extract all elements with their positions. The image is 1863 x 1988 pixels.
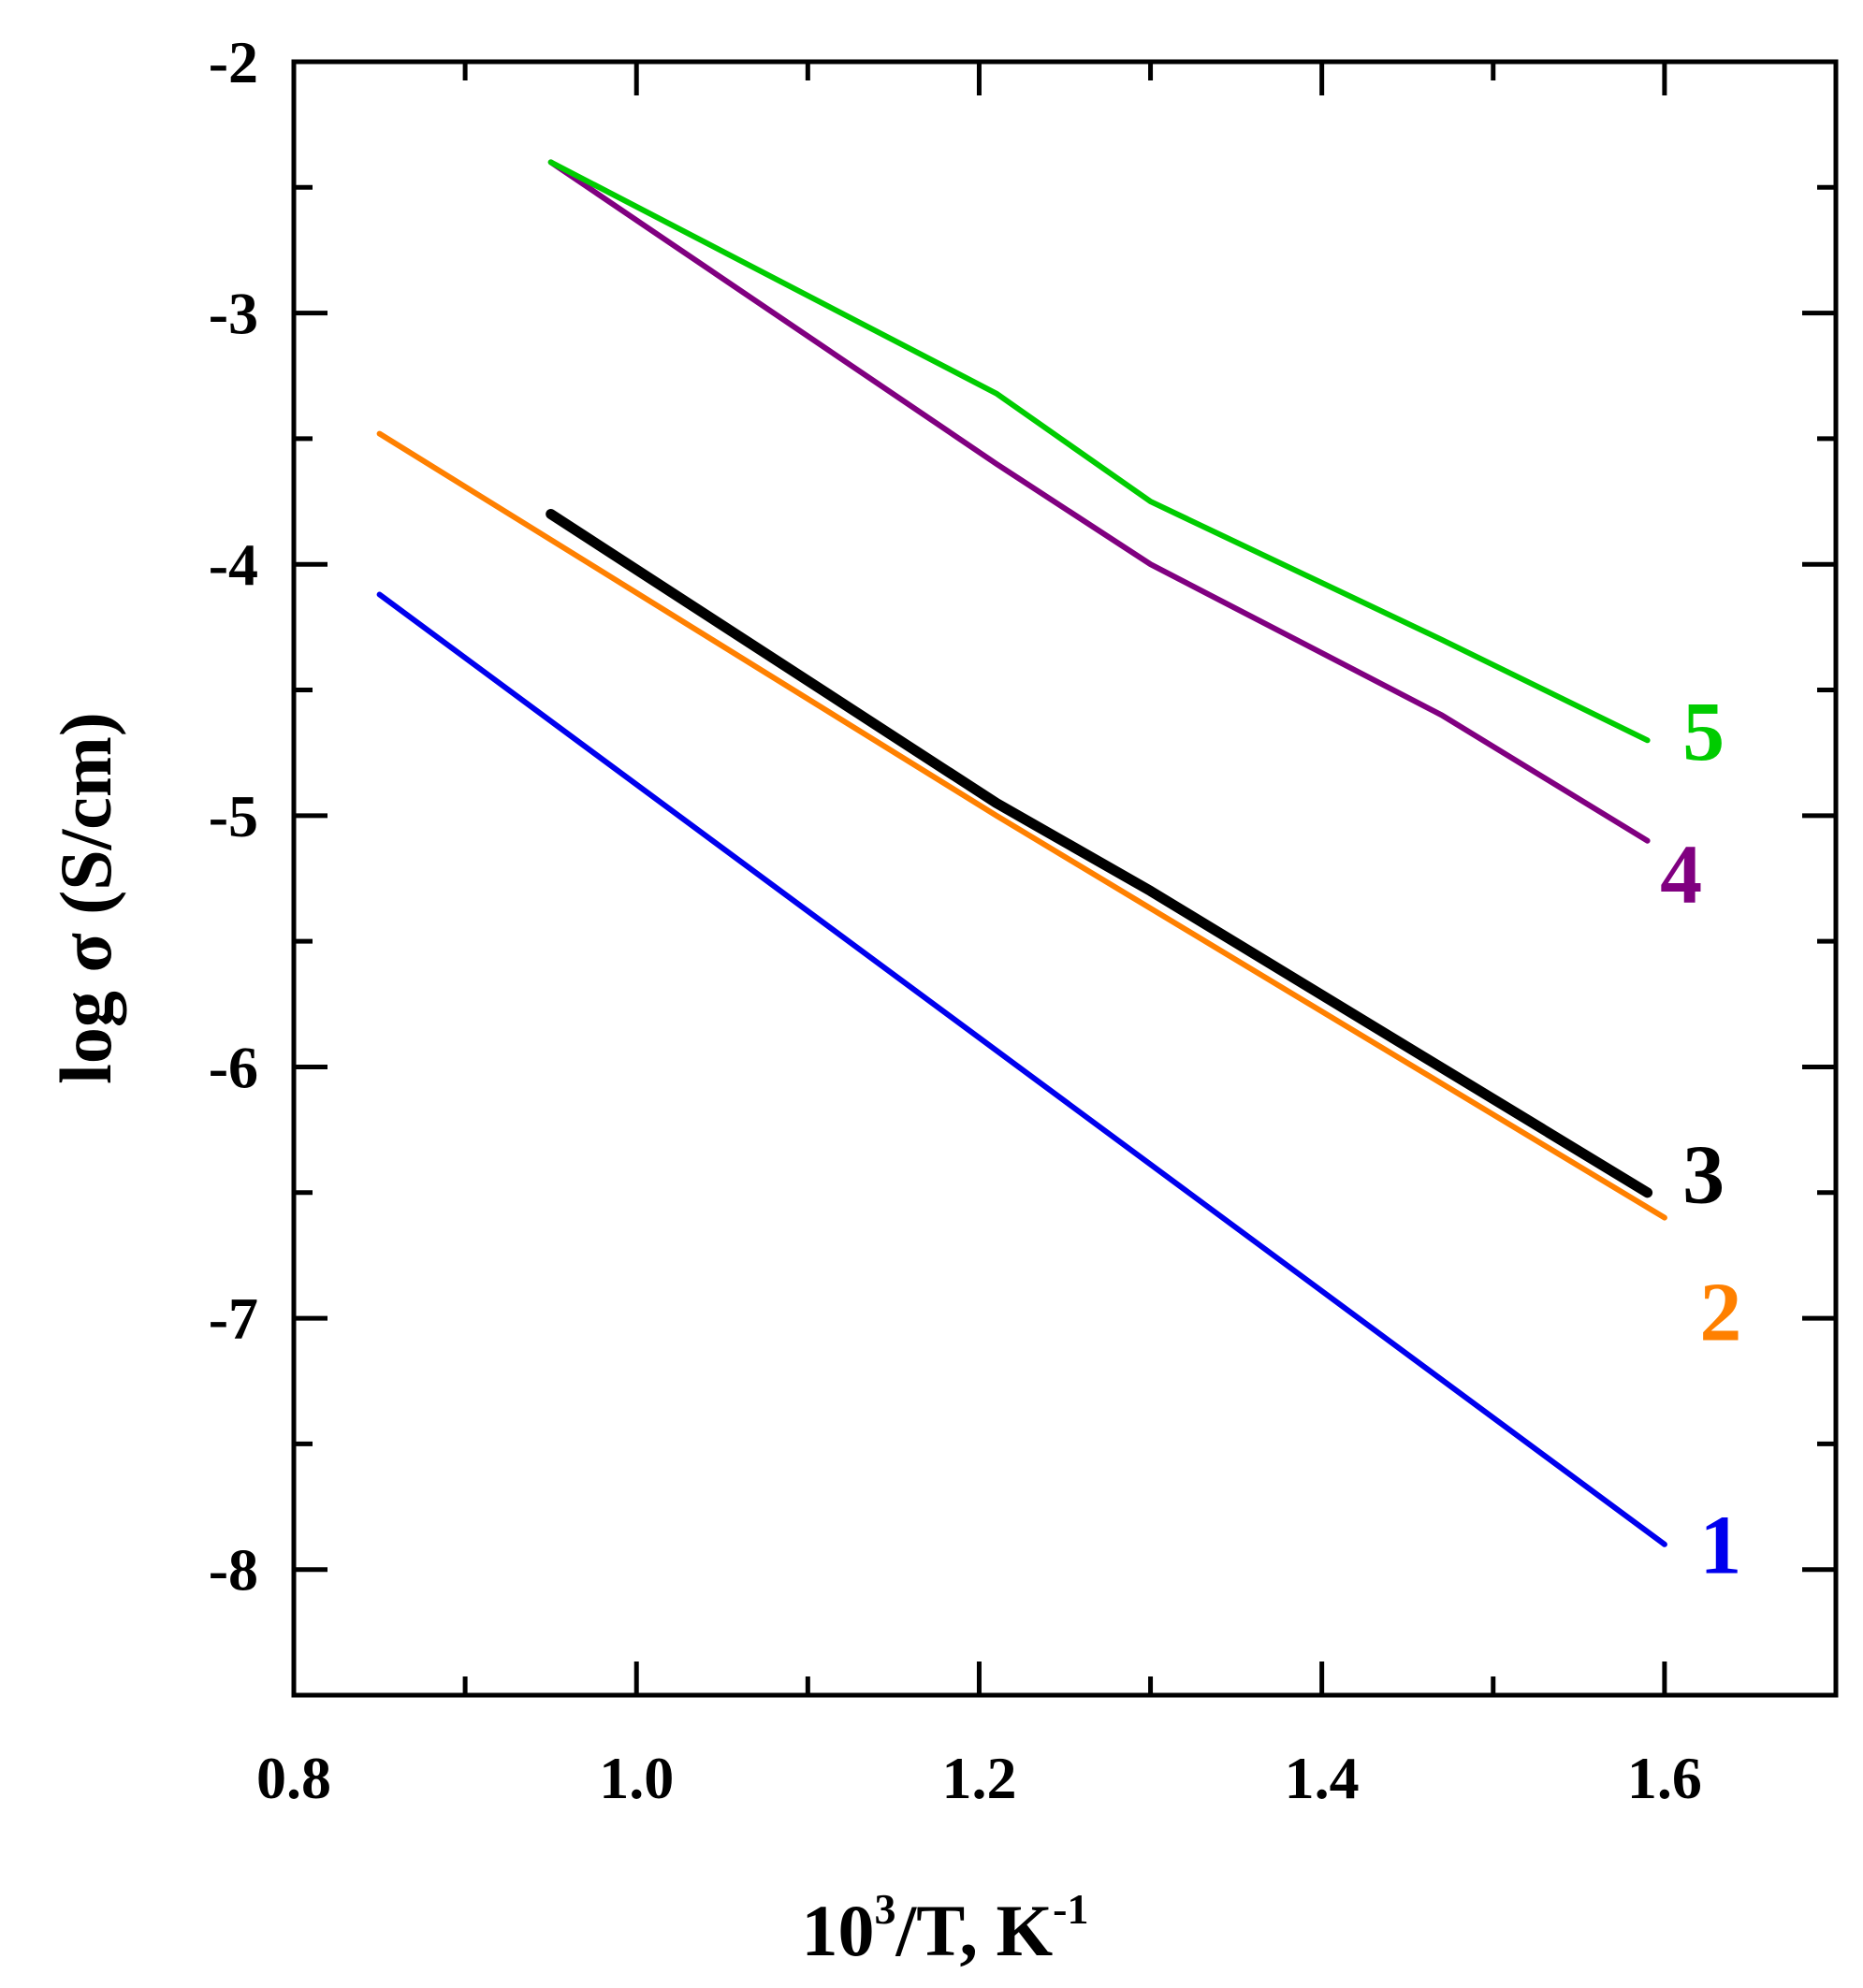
series-line-2 xyxy=(376,430,1667,1221)
series-line-1 xyxy=(376,591,1667,1547)
y-tick-label: -3 xyxy=(209,281,258,347)
y-tick-label: -6 xyxy=(209,1034,258,1100)
x-axis-title-sup-1: 3 xyxy=(875,1885,896,1933)
series-line-5 xyxy=(547,159,1651,744)
x-axis-title-sup-2: -1 xyxy=(1053,1885,1088,1933)
x-tick-label: 1.2 xyxy=(941,1745,1016,1811)
tick-labels: 0.8 1.0 1.2 1.4 1.6 -2 -3 -4 -5 -6 -7 -8 xyxy=(209,29,1702,1811)
plot-frame xyxy=(291,59,1839,1698)
series-line-3 xyxy=(546,509,1653,1198)
x-axis-title-mid: /T, K xyxy=(895,1890,1054,1971)
series-label-2: 2 xyxy=(1699,1266,1741,1358)
x-tick-label: 1.0 xyxy=(599,1745,674,1811)
y-tick-label: -7 xyxy=(209,1285,258,1352)
x-tick-label: 0.8 xyxy=(256,1745,331,1811)
y-axis-title: log σ (S/cm) xyxy=(45,712,126,1084)
ticks xyxy=(291,59,1836,1695)
series-line-4 xyxy=(547,159,1651,844)
x-axis-title-base: 10 xyxy=(802,1890,875,1971)
y-tick-label: -8 xyxy=(209,1537,258,1603)
y-tick-label: -2 xyxy=(209,29,258,95)
series-label-3: 3 xyxy=(1682,1128,1725,1221)
x-axis-title: 103/T, K-1 xyxy=(802,1885,1089,1971)
y-tick-label: -4 xyxy=(209,531,258,598)
x-tick-label: 1.4 xyxy=(1285,1745,1360,1811)
series-label-4: 4 xyxy=(1660,828,1702,921)
series-label-1: 1 xyxy=(1699,1499,1741,1591)
y-tick-label: -5 xyxy=(209,783,258,849)
series-label-5: 5 xyxy=(1682,686,1725,778)
series-lines xyxy=(376,159,1667,1547)
x-tick-label: 1.6 xyxy=(1627,1745,1702,1811)
series-labels: 1 2 3 4 5 xyxy=(1660,686,1741,1592)
